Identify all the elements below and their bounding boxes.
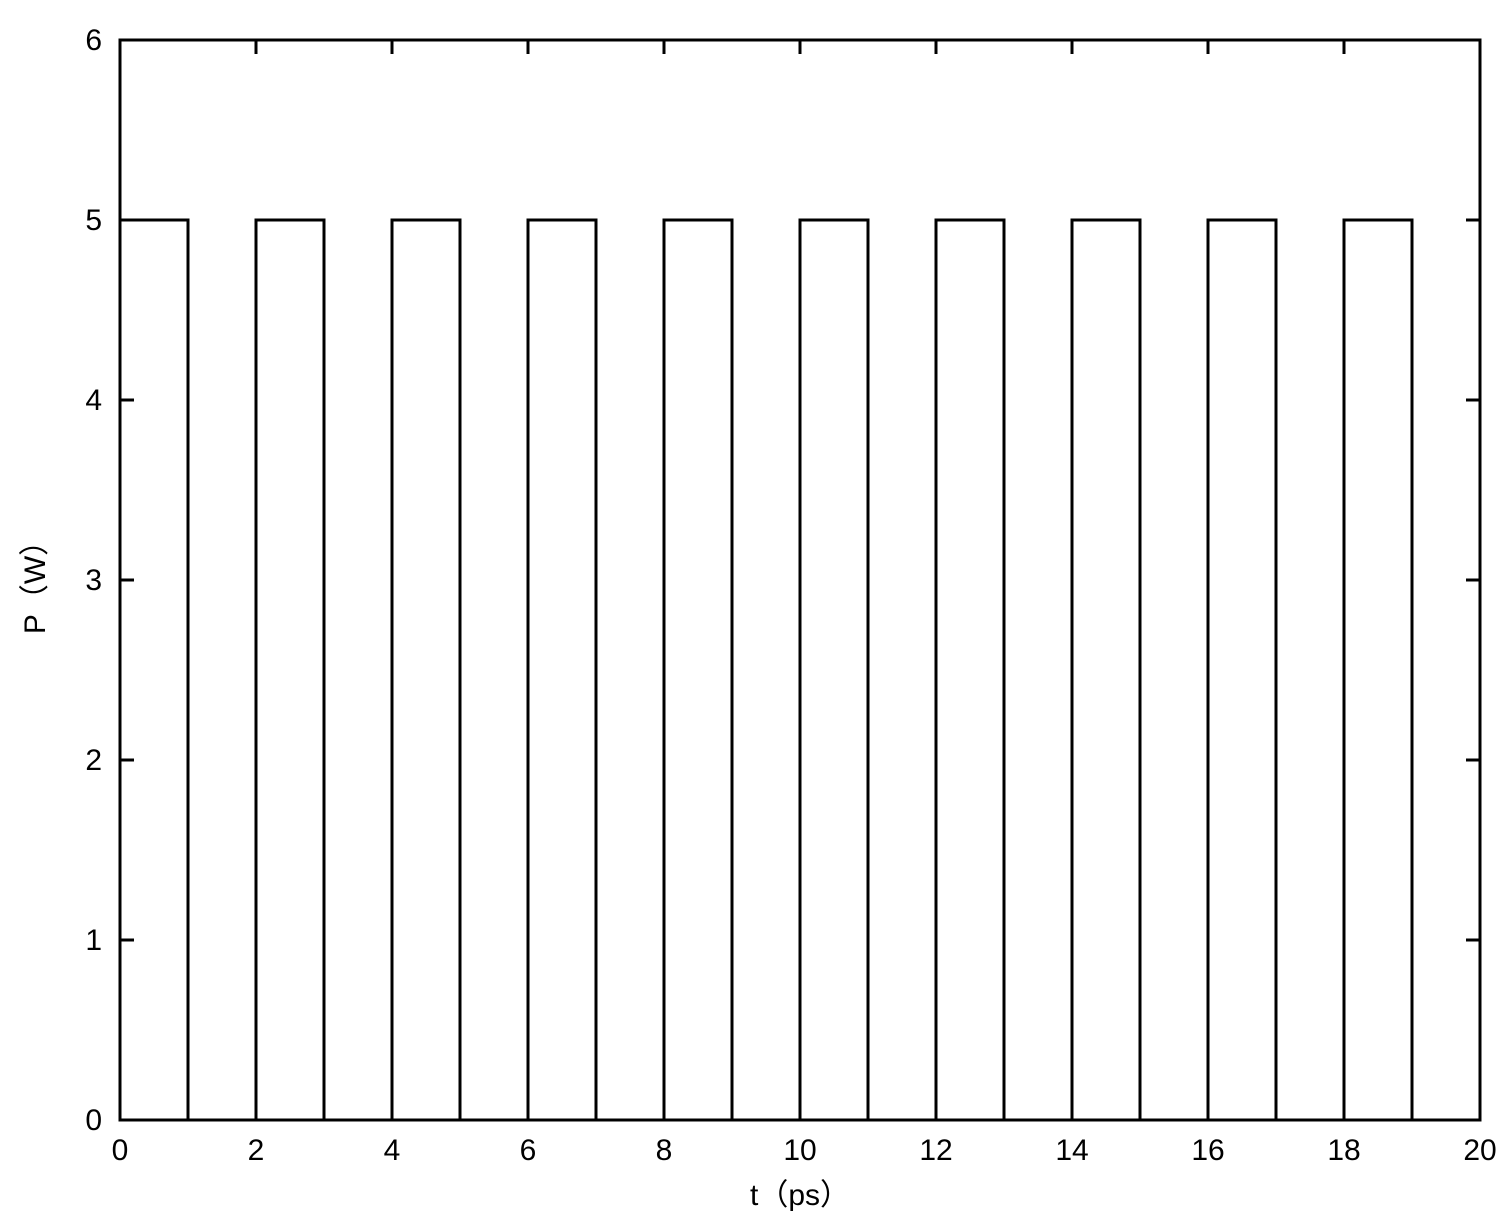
- chart-svg: 024681012141618200123456t（ps）P（W）: [0, 0, 1504, 1216]
- xtick-label: 12: [919, 1134, 952, 1167]
- ylabel: P（W）: [19, 526, 52, 634]
- xtick-label: 20: [1463, 1134, 1496, 1167]
- xlabel: t（ps）: [750, 1179, 850, 1212]
- pulse-chart: 024681012141618200123456t（ps）P（W）: [0, 0, 1504, 1216]
- xtick-label: 14: [1055, 1134, 1088, 1167]
- ytick-label: 5: [85, 204, 102, 237]
- xtick-label: 0: [112, 1134, 129, 1167]
- xtick-label: 16: [1191, 1134, 1224, 1167]
- ytick-label: 1: [85, 924, 102, 957]
- xtick-label: 2: [248, 1134, 265, 1167]
- xtick-label: 18: [1327, 1134, 1360, 1167]
- ytick-label: 0: [85, 1104, 102, 1137]
- series-line: [120, 220, 1480, 1120]
- ytick-label: 4: [85, 384, 102, 417]
- xtick-label: 4: [384, 1134, 401, 1167]
- xtick-label: 8: [656, 1134, 673, 1167]
- ytick-label: 3: [85, 564, 102, 597]
- xtick-label: 6: [520, 1134, 537, 1167]
- ytick-label: 6: [85, 24, 102, 57]
- xtick-label: 10: [783, 1134, 816, 1167]
- ytick-label: 2: [85, 744, 102, 777]
